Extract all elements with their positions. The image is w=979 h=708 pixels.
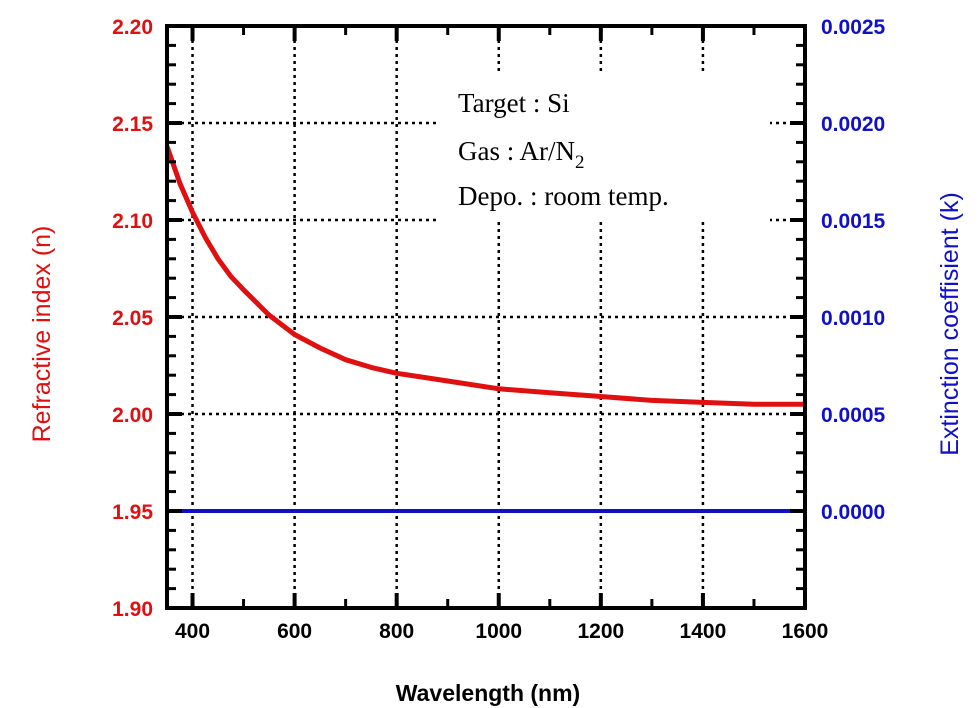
annotation-gas-subscript: 2 bbox=[575, 152, 585, 173]
y-axis-right-label: Extinction coeffisient (k) bbox=[936, 192, 964, 456]
y-right-tick-label: 0.0005 bbox=[821, 404, 886, 427]
series-layer bbox=[164, 145, 805, 513]
tick-marks bbox=[167, 24, 807, 610]
refractive-index-line bbox=[164, 145, 805, 407]
y-left-tick-label: 2.00 bbox=[112, 404, 153, 427]
y-right-tick-label: 0.0025 bbox=[821, 16, 886, 39]
x-axis-label: Wavelength (nm) bbox=[396, 680, 580, 706]
annotation-gas: Gas : Ar/N2 bbox=[458, 136, 585, 173]
y-left-tick-label: 1.95 bbox=[112, 501, 153, 524]
annotation-target: Target : Si bbox=[458, 88, 570, 118]
y-left-tick-label: 2.05 bbox=[112, 307, 153, 330]
x-tick-label: 1200 bbox=[577, 620, 624, 643]
y-left-tick-label: 1.90 bbox=[112, 598, 153, 621]
y-left-tick-label: 2.10 bbox=[112, 210, 153, 233]
annotation-background bbox=[440, 72, 770, 222]
annotation-box: Target : Si Gas : Ar/N2 Depo. : room tem… bbox=[440, 72, 770, 222]
annotation-gas-text: Gas : Ar/N bbox=[458, 136, 575, 166]
x-tick-label: 600 bbox=[277, 620, 312, 643]
y-right-tick-label: 0.0010 bbox=[821, 307, 885, 330]
tick-labels: 400 600 800 1000 1200 1400 1600 2.20 2.15 2.10 2.0… bbox=[112, 16, 885, 643]
y-left-tick-label: 2.20 bbox=[112, 16, 153, 39]
y-left-tick-label: 2.15 bbox=[112, 113, 153, 136]
y-right-tick-label: 0.0000 bbox=[821, 501, 885, 524]
x-tick-label: 400 bbox=[175, 620, 210, 643]
y-right-tick-label: 0.0020 bbox=[821, 113, 885, 136]
y-axis-left-label: Refractive index (n) bbox=[28, 226, 56, 443]
annotation-deposition: Depo. : room temp. bbox=[458, 181, 669, 211]
y-right-tick-label: 0.0015 bbox=[821, 210, 886, 233]
x-tick-label: 1400 bbox=[680, 620, 727, 643]
x-tick-label: 1600 bbox=[782, 620, 829, 643]
x-tick-label: 800 bbox=[379, 620, 414, 643]
x-tick-label: 1000 bbox=[475, 620, 522, 643]
